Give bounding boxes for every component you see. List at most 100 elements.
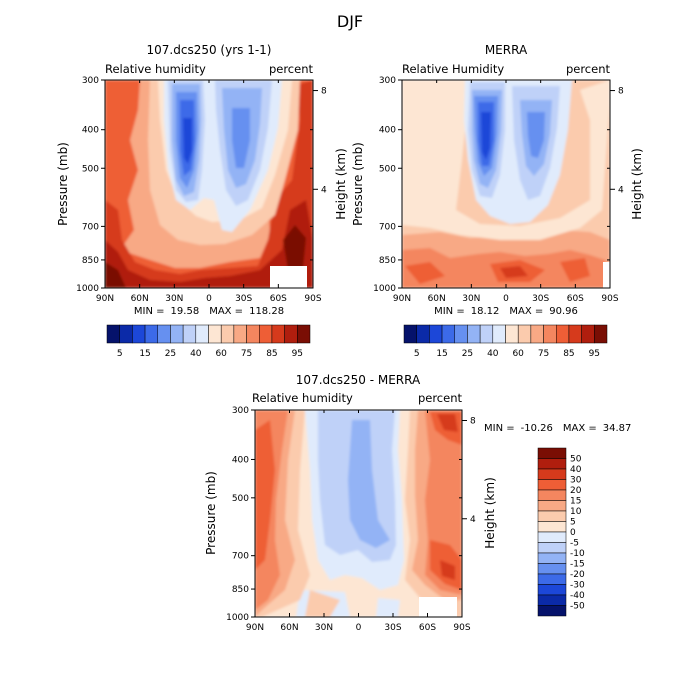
x-tick-label: 90S: [304, 294, 321, 304]
colorbar-label: -30: [570, 581, 585, 591]
y-tick-label: 850: [82, 256, 99, 266]
x-tick-label: 30N: [315, 623, 333, 633]
colorbar-swatch: [537, 489, 567, 501]
colorbar-label: 95: [589, 349, 600, 359]
colorbar-label: 85: [563, 349, 574, 359]
colorbar-label: 5: [414, 349, 420, 359]
min-value: -10.26: [521, 423, 553, 434]
colorbar-swatch: [454, 324, 468, 344]
colorbar-swatch: [297, 324, 311, 344]
colorbar-label: 40: [190, 349, 202, 359]
y-axis-label: Pressure (mb): [204, 471, 218, 555]
panel-merra: MERRA Relative Humidity percent 30040050…: [351, 43, 644, 359]
colorbar-label: -50: [570, 602, 585, 612]
colorbar-swatch: [537, 521, 567, 533]
y2-tick-label: 8: [321, 87, 327, 97]
colorbar: 5 15 25 40 60 75 85 95: [106, 324, 311, 359]
y-tick-label: 700: [232, 552, 249, 562]
y2-tick-label: 4: [470, 515, 476, 525]
max-label: MAX =: [509, 306, 543, 317]
colorbar-swatch: [537, 479, 567, 491]
field-dry-core: [183, 118, 192, 164]
terrain-mask: [603, 262, 610, 288]
subtitle-variable: Relative humidity: [105, 62, 206, 76]
y-tick-label: 1000: [226, 613, 249, 623]
field-low-moist-3: [405, 258, 590, 284]
y-tick-label: 850: [379, 256, 396, 266]
y-tick-label: 300: [82, 76, 99, 86]
colorbar-label: 25: [462, 349, 473, 359]
contour-field: [105, 80, 313, 288]
bottom-axis: 90N 60N 30N 0 30S 60S 90S: [246, 410, 471, 633]
colorbar-label: 40: [570, 465, 582, 475]
y2-axis-label: Height (km): [483, 477, 497, 548]
y-tick-label: 1000: [76, 284, 99, 294]
y2-axis-label: Height (km): [334, 148, 348, 219]
terrain-mask: [419, 597, 457, 617]
colorbar-swatch: [220, 324, 235, 344]
colorbar-label: -40: [570, 591, 585, 601]
y-tick-label: 300: [379, 76, 396, 86]
y-axis-label: Pressure (mb): [351, 142, 365, 226]
y2-tick-label: 4: [618, 185, 624, 195]
field-pos-4: [255, 412, 462, 590]
colorbar-label: 85: [266, 349, 277, 359]
max-label: MAX =: [209, 306, 243, 317]
colorbar-swatch: [182, 324, 197, 344]
min-value: 19.58: [171, 306, 200, 317]
x-tick-label: 60S: [270, 294, 287, 304]
left-axis: 300 400 500 700 850 1000: [226, 406, 462, 623]
colorbar-swatch: [233, 324, 247, 344]
colorbar-swatch: [170, 324, 184, 344]
colorbar-label: 5: [117, 349, 123, 359]
min-label: MIN =: [134, 306, 165, 317]
field-dry-4: [176, 92, 250, 188]
min-value: 18.12: [471, 306, 500, 317]
y-axis-label: Pressure (mb): [56, 142, 70, 226]
colorbar-swatch: [537, 563, 567, 575]
min-max-readout: MIN = -10.26 MAX = 34.87: [484, 423, 631, 434]
colorbar-swatch: [157, 324, 171, 344]
colorbar-swatch: [492, 324, 506, 344]
colorbar-swatch: [144, 324, 158, 344]
panel-model: 107.dcs250 (yrs 1-1) Relative humidity p…: [56, 43, 348, 359]
colorbar-label: 10: [570, 507, 582, 517]
contour-field: [255, 410, 462, 617]
x-tick-label: 60S: [419, 623, 436, 633]
colorbar-swatch: [530, 324, 544, 344]
x-tick-label: 30S: [532, 294, 549, 304]
y2-axis-label: Height (km): [630, 148, 644, 219]
right-axis: 84: [313, 87, 327, 195]
x-tick-label: 30N: [165, 294, 183, 304]
y-tick-label: 850: [232, 585, 249, 595]
colorbar-swatch: [594, 324, 608, 344]
y2-tick-label: 4: [321, 185, 327, 195]
colorbar-swatch: [537, 531, 567, 543]
colorbar-swatch: [568, 324, 582, 344]
colorbar-swatch: [259, 324, 273, 344]
y-tick-label: 500: [82, 164, 99, 174]
colorbar-swatch: [537, 542, 567, 554]
x-tick-label: 30N: [462, 294, 480, 304]
colorbar-swatch: [132, 324, 146, 344]
terrain-mask: [270, 266, 307, 288]
colorbar-label: 95: [292, 349, 303, 359]
colorbar-swatch: [537, 605, 567, 617]
colorbar-swatch: [271, 324, 285, 344]
x-tick-label: 90N: [246, 623, 264, 633]
subtitle-units: percent: [566, 62, 611, 76]
x-tick-label: 30S: [235, 294, 252, 304]
y2-tick-label: 8: [470, 417, 476, 427]
y-tick-label: 400: [379, 126, 396, 136]
max-value: 90.96: [549, 306, 578, 317]
colorbar-label: -10: [570, 549, 585, 559]
colorbar-label: 0: [570, 528, 576, 538]
subtitle-variable: Relative humidity: [252, 391, 353, 405]
colorbar-swatch: [195, 324, 209, 344]
colorbar-label: 15: [436, 349, 447, 359]
y2-tick-label: 8: [618, 87, 624, 97]
x-tick-label: 90N: [96, 294, 114, 304]
colorbar-swatch: [537, 458, 567, 470]
colorbar: 5 15 25 40 60 75 85 95: [403, 324, 608, 359]
